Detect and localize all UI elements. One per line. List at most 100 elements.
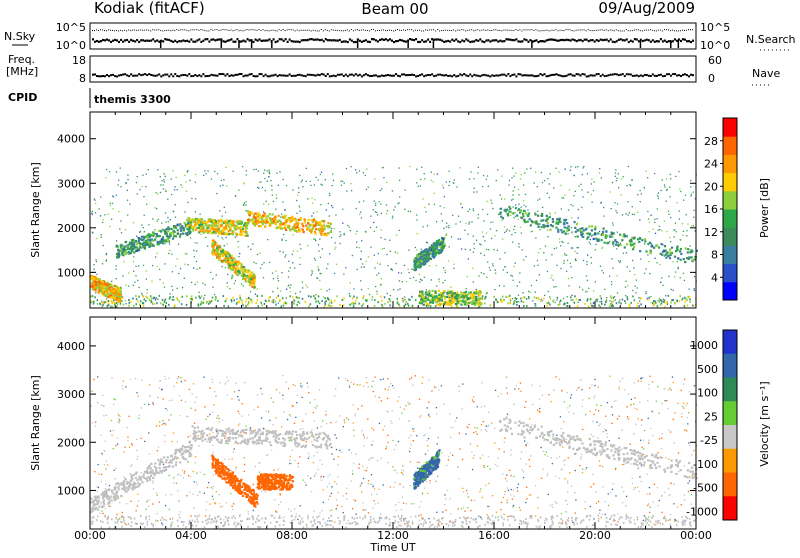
echo-point <box>473 302 475 304</box>
nsearch-point <box>686 30 687 31</box>
scatter-point <box>540 248 541 249</box>
nsearch-point <box>678 30 679 31</box>
echo-point <box>186 225 188 227</box>
echo-point <box>280 221 282 223</box>
echo-point <box>581 227 583 229</box>
near-range-point <box>296 304 298 306</box>
scatter-point <box>244 202 245 203</box>
scatter-point <box>636 279 637 280</box>
scatter-point <box>424 277 425 278</box>
nsky-point <box>562 39 564 41</box>
scatter-point <box>164 181 165 182</box>
near-range-point <box>181 303 183 305</box>
echo-point <box>424 263 426 265</box>
scatter-point <box>152 218 153 219</box>
echo-point <box>159 235 161 237</box>
near-range-point <box>352 302 354 304</box>
nave-point <box>383 75 385 77</box>
nsky-point <box>339 39 341 41</box>
echo-point <box>262 222 264 224</box>
echo-point <box>688 258 690 260</box>
near-range-point <box>215 297 217 299</box>
near-range-point <box>618 301 620 303</box>
echo-point <box>531 221 533 223</box>
scatter-point <box>567 243 568 244</box>
scatter-point <box>92 232 93 233</box>
scatter-point <box>318 250 319 251</box>
scatter-point <box>356 247 357 248</box>
echo-point <box>254 224 256 226</box>
echo-point <box>314 233 316 235</box>
nsearch-point <box>114 30 115 31</box>
scatter-point <box>611 281 612 282</box>
scatter-point <box>504 226 505 227</box>
near-range-point <box>601 301 603 303</box>
nsearch-point <box>180 29 181 30</box>
nsearch-point <box>612 30 613 31</box>
scatter-point <box>503 269 504 270</box>
scatter-point <box>384 303 385 304</box>
nsky-point <box>267 39 269 41</box>
nave-point <box>572 74 574 76</box>
nsearch-point <box>158 29 159 30</box>
echo-point <box>237 267 239 269</box>
nsky-point <box>393 41 395 43</box>
scatter-point <box>105 260 106 261</box>
nsky-point <box>481 40 483 42</box>
near-range-point <box>611 297 613 299</box>
scatter-point <box>344 182 345 183</box>
scatter-point <box>322 248 323 249</box>
nsearch-point <box>584 29 585 30</box>
nave-point <box>491 74 493 76</box>
nave-point <box>457 75 459 77</box>
scatter-point <box>334 248 335 249</box>
scatter-point <box>181 187 182 188</box>
scatter-point <box>609 300 610 301</box>
echo-point <box>211 227 213 229</box>
scatter-point <box>133 271 134 272</box>
echo-point <box>417 266 419 268</box>
near-range-point <box>169 296 171 298</box>
near-range-point <box>257 295 259 297</box>
scatter-point <box>492 263 493 264</box>
scatter-point <box>690 180 691 181</box>
nave-point <box>224 75 226 77</box>
scatter-point <box>497 250 498 251</box>
nave-point <box>112 74 114 76</box>
nsearch-point <box>253 29 254 30</box>
echo-point <box>443 290 445 292</box>
echo-point <box>479 297 481 299</box>
nsky-point <box>196 39 198 41</box>
nave-point <box>493 75 495 77</box>
near-range-point <box>241 299 243 301</box>
scatter-point <box>311 198 312 199</box>
scatter-point <box>144 231 145 232</box>
scatter-point <box>172 170 173 171</box>
scatter-point <box>503 286 504 287</box>
nsearch-point <box>415 30 416 31</box>
nsky-point <box>411 39 413 41</box>
near-range-point <box>93 303 95 305</box>
nave-point <box>600 75 602 77</box>
echo-point <box>237 260 239 262</box>
scatter-point <box>625 295 626 296</box>
nave-point <box>423 75 425 77</box>
scatter-point <box>549 197 550 198</box>
scatter-point <box>513 190 514 191</box>
scatter-point <box>469 209 470 210</box>
echo-point <box>573 221 575 223</box>
scatter-point <box>550 298 551 299</box>
scatter-point <box>370 216 371 217</box>
nsky-point <box>305 39 307 41</box>
scatter-point <box>289 287 290 288</box>
echo-point <box>327 222 329 224</box>
scatter-point <box>167 199 168 200</box>
scatter-point <box>398 272 399 273</box>
nsearch-point <box>305 30 306 31</box>
scatter-point <box>335 247 336 248</box>
scatter-point <box>319 273 320 274</box>
echo-point <box>207 225 209 227</box>
scatter-point <box>320 184 321 185</box>
echo-point <box>500 211 502 213</box>
nave-point <box>544 73 546 75</box>
